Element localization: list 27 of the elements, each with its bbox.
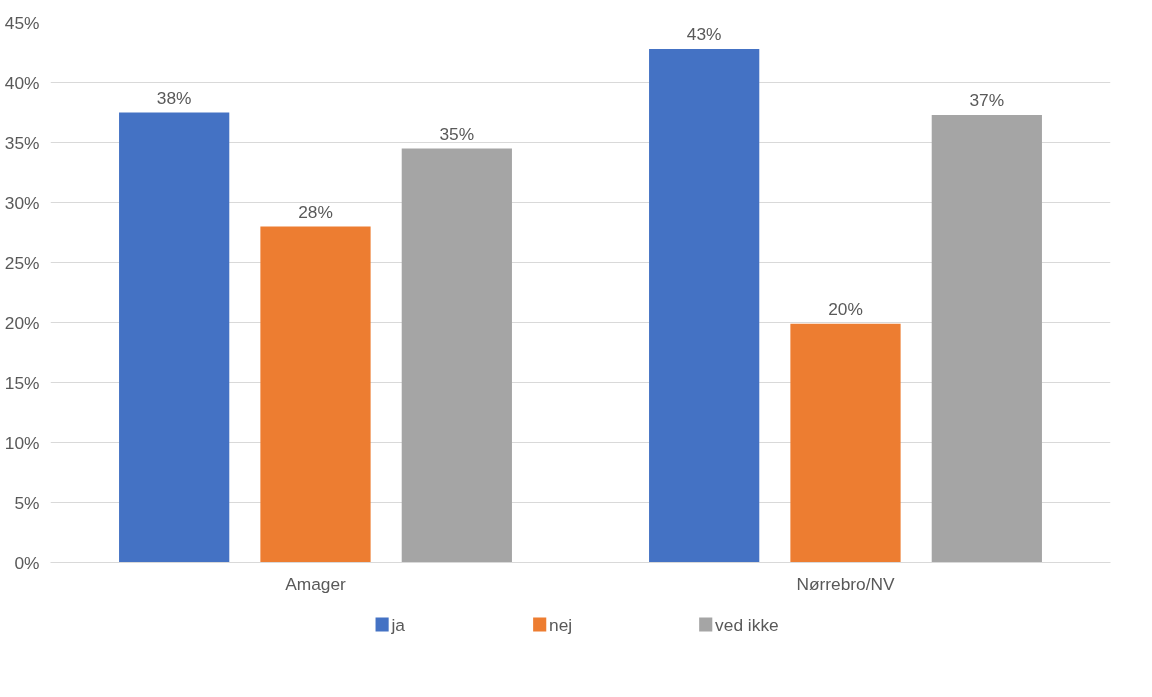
legend-label: ja — [390, 614, 406, 635]
data-label: 20% — [828, 298, 863, 319]
y-tick-label: 45% — [4, 12, 40, 33]
bar — [790, 323, 901, 563]
bar — [649, 48, 760, 563]
y-tick-label: 0% — [14, 552, 40, 573]
data-label: 43% — [686, 23, 722, 44]
y-tick-label: 5% — [14, 492, 40, 513]
legend-label: ved ikke — [715, 614, 779, 635]
bar — [931, 114, 1042, 563]
data-label: 37% — [969, 89, 1005, 110]
y-tick-label: 20% — [4, 312, 40, 333]
y-tick-label: 30% — [4, 192, 40, 213]
y-tick-label: 10% — [4, 432, 40, 453]
data-label: 35% — [439, 123, 475, 144]
data-label: 28% — [298, 201, 333, 222]
y-tick-label: 35% — [4, 132, 40, 153]
x-tick-label: Nørrebro/NV — [796, 573, 896, 594]
x-tick-label: Amager — [285, 573, 347, 594]
bar — [401, 148, 512, 563]
legend-label: nej — [549, 614, 573, 635]
y-tick-label: 40% — [4, 72, 40, 93]
bar — [119, 112, 230, 563]
y-tick-label: 25% — [4, 252, 40, 273]
y-tick-label: 15% — [4, 372, 40, 393]
data-label: 38% — [156, 87, 192, 108]
bar — [260, 226, 371, 563]
